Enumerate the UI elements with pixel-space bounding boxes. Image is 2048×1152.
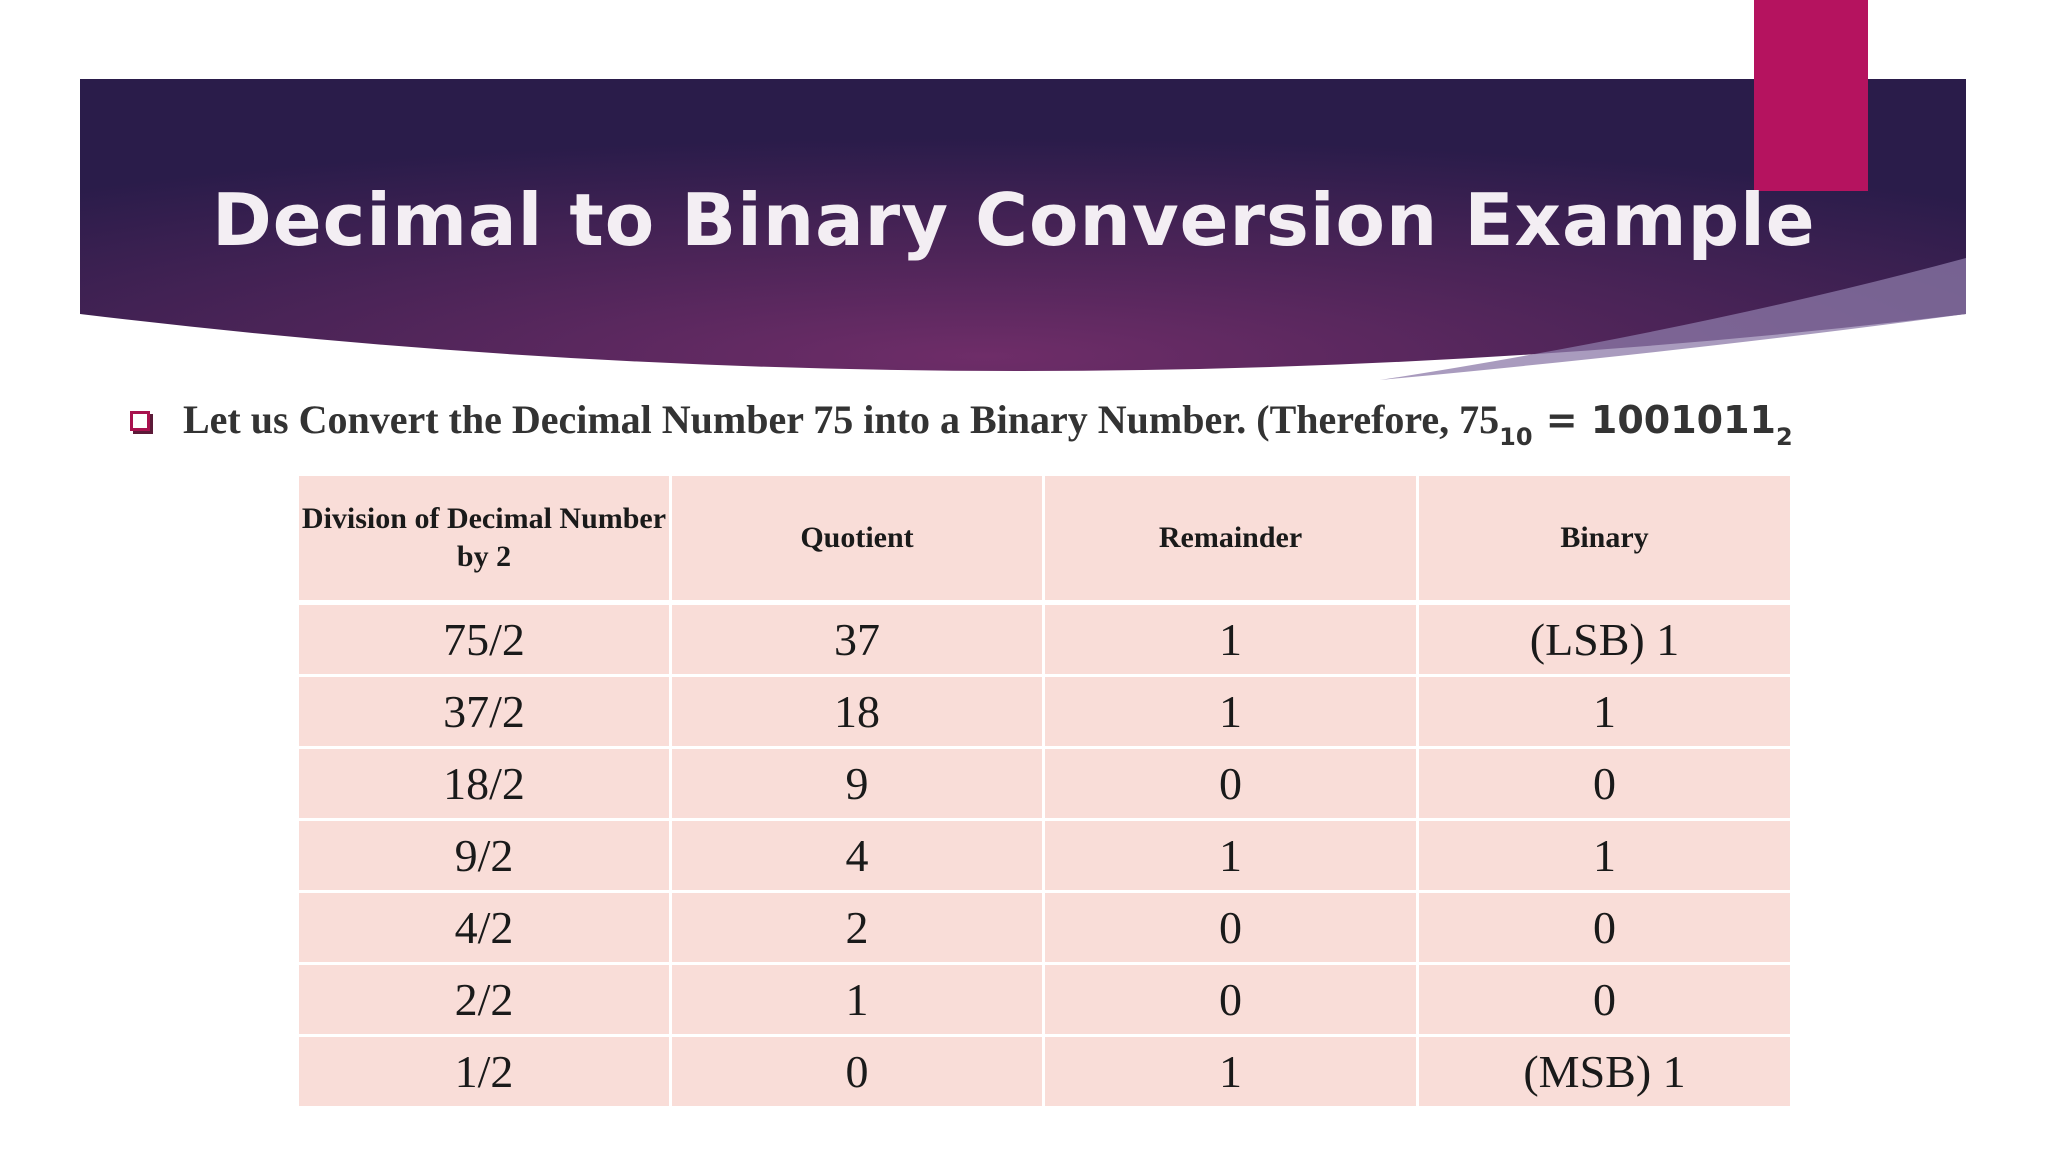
- division-cell: 1/2: [296, 1034, 672, 1109]
- binary-cell: (LSB) 1: [1416, 601, 1793, 677]
- division-cell: 37/2: [296, 674, 672, 749]
- table-row: 4/2 2 0 0: [296, 890, 1793, 965]
- table-header-row: Division of Decimal Number by 2 Quotient…: [296, 473, 1793, 605]
- binary-cell: 0: [1416, 746, 1793, 821]
- binary-cell: (MSB) 1: [1416, 1034, 1793, 1109]
- table-row: 18/2 9 0 0: [296, 746, 1793, 821]
- binary-subscript: 2: [1775, 423, 1793, 451]
- table-row: 75/2 37 1 (LSB) 1: [296, 601, 1793, 677]
- slide-title: Decimal to Binary Conversion Example: [212, 178, 1816, 262]
- quotient-cell: 4: [669, 818, 1045, 893]
- binary-cell: 0: [1416, 890, 1793, 965]
- binary-cell: 1: [1416, 818, 1793, 893]
- table-row: 37/2 18 1 1: [296, 674, 1793, 749]
- table-row: 1/2 0 1 (MSB) 1: [296, 1034, 1793, 1109]
- binary-result: = 1001011: [1532, 398, 1776, 442]
- binary-cell: 1: [1416, 674, 1793, 749]
- remainder-cell: 0: [1042, 890, 1419, 965]
- header-binary: Binary: [1416, 473, 1793, 605]
- bullet-sentence: Let us Convert the Decimal Number 75 int…: [183, 397, 1500, 442]
- title-banner: [80, 79, 1966, 380]
- remainder-cell: 1: [1042, 818, 1419, 893]
- decimal-subscript: 10: [1499, 423, 1533, 451]
- quotient-cell: 0: [669, 1034, 1045, 1109]
- bullet-text: Let us Convert the Decimal Number 75 int…: [183, 396, 1793, 451]
- remainder-cell: 0: [1042, 746, 1419, 821]
- division-cell: 75/2: [296, 601, 672, 677]
- remainder-cell: 0: [1042, 962, 1419, 1037]
- header-remainder: Remainder: [1042, 473, 1419, 605]
- quotient-cell: 2: [669, 890, 1045, 965]
- accent-tab: [1754, 0, 1868, 191]
- bullet-point: Let us Convert the Decimal Number 75 int…: [130, 396, 1793, 451]
- division-cell: 2/2: [296, 962, 672, 1037]
- conversion-table: Division of Decimal Number by 2 Quotient…: [296, 473, 1793, 1109]
- binary-cell: 0: [1416, 962, 1793, 1037]
- table-row: 9/2 4 1 1: [296, 818, 1793, 893]
- quotient-cell: 37: [669, 601, 1045, 677]
- remainder-cell: 1: [1042, 1034, 1419, 1109]
- checkbox-bullet-icon: [130, 410, 150, 431]
- header-quotient: Quotient: [669, 473, 1045, 605]
- quotient-cell: 9: [669, 746, 1045, 821]
- quotient-cell: 18: [669, 674, 1045, 749]
- division-cell: 18/2: [296, 746, 672, 821]
- header-division: Division of Decimal Number by 2: [296, 473, 672, 605]
- division-cell: 4/2: [296, 890, 672, 965]
- table-row: 2/2 1 0 0: [296, 962, 1793, 1037]
- quotient-cell: 1: [669, 962, 1045, 1037]
- remainder-cell: 1: [1042, 674, 1419, 749]
- division-cell: 9/2: [296, 818, 672, 893]
- remainder-cell: 1: [1042, 601, 1419, 677]
